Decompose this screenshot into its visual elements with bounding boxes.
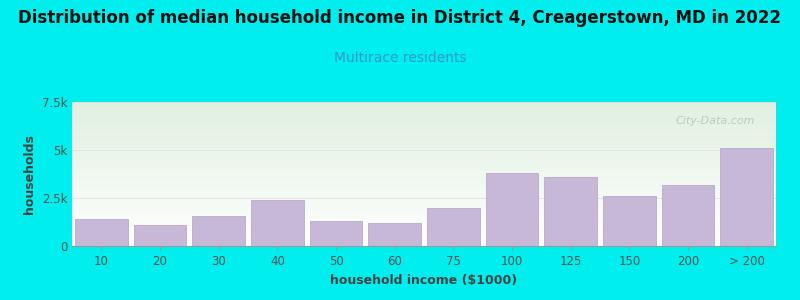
Bar (662, 184, 714, 246)
Bar (544, 177, 597, 246)
Text: Distribution of median household income in District 4, Creagerstown, MD in 2022: Distribution of median household income … (18, 9, 782, 27)
Text: City-Data.com: City-Data.com (675, 116, 755, 126)
Text: Multirace residents: Multirace residents (334, 51, 466, 65)
Bar (720, 148, 773, 246)
Bar (75, 219, 128, 246)
Bar (486, 173, 538, 246)
Bar (427, 208, 480, 246)
Bar (603, 196, 656, 246)
Bar (310, 221, 362, 246)
Bar (368, 223, 421, 246)
X-axis label: household income ($1000): household income ($1000) (330, 274, 518, 286)
Bar (134, 225, 186, 246)
Bar (251, 200, 304, 246)
Y-axis label: households: households (23, 134, 36, 214)
Bar (192, 216, 245, 246)
